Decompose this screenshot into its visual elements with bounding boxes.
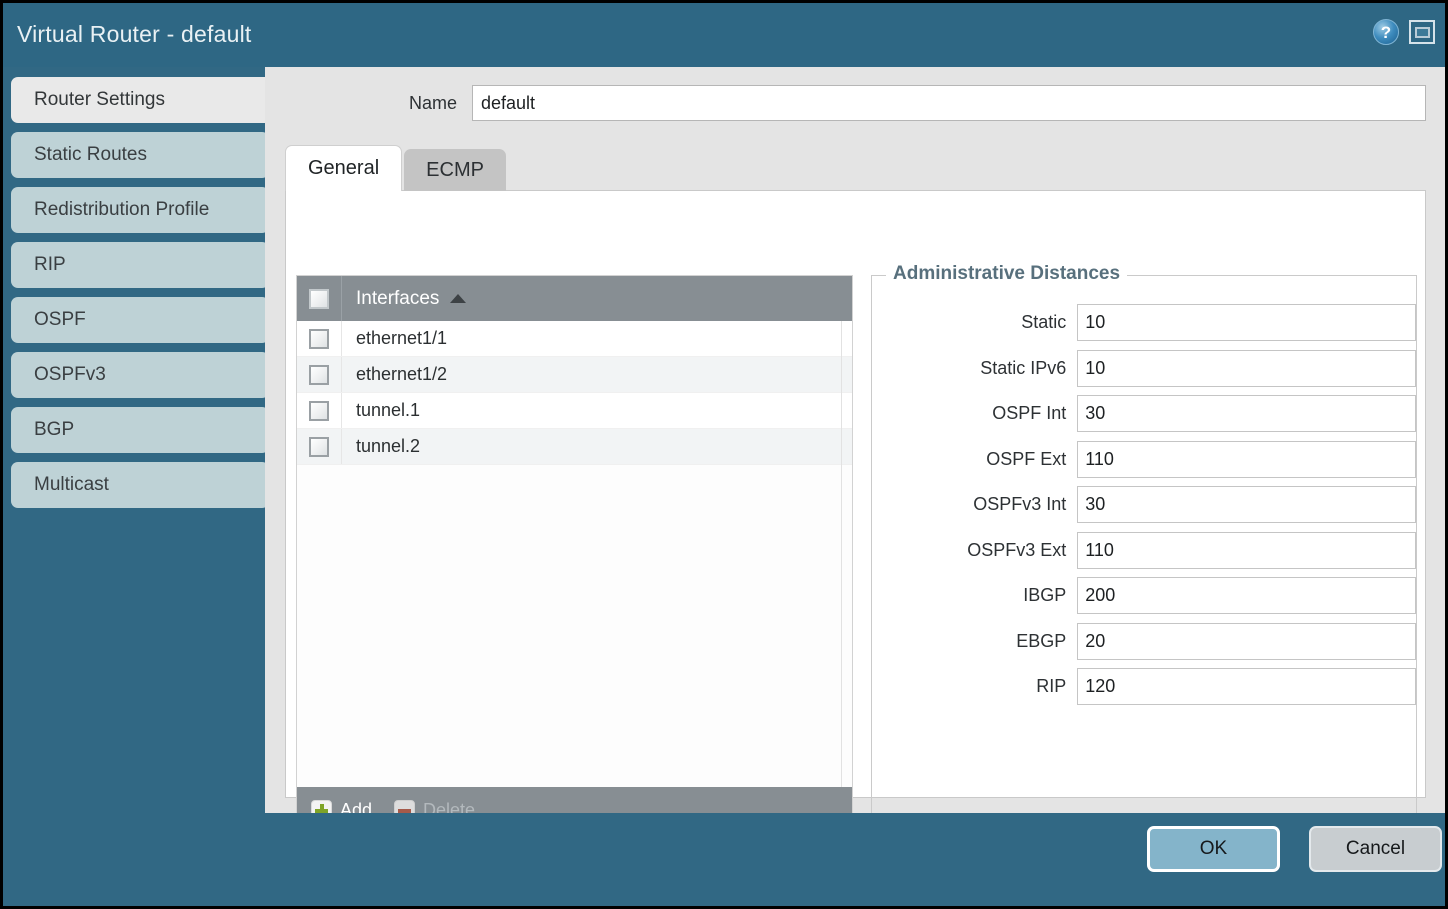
ad-label-ospf-ext: OSPF Ext bbox=[986, 448, 1067, 469]
interfaces-row-list: ethernet1/1 ethernet1/2 tunnel.1 tunnel.2 bbox=[297, 321, 852, 787]
rows-right-border bbox=[841, 321, 842, 787]
row-divider bbox=[341, 321, 342, 356]
row-select-cell bbox=[297, 400, 341, 421]
row-divider bbox=[341, 393, 342, 428]
row-select-cell bbox=[297, 328, 341, 349]
interfaces-table-header: Interfaces bbox=[297, 276, 852, 321]
row-select-cell bbox=[297, 436, 341, 457]
ad-label-static-ipv6: Static IPv6 bbox=[980, 357, 1067, 378]
sidebar-item-label: OSPF bbox=[34, 309, 86, 330]
ad-row-ospf-ext: OSPF Ext bbox=[872, 440, 1416, 478]
interface-name: ethernet1/1 bbox=[356, 328, 448, 348]
sidebar-item-redistribution-profile[interactable]: Redistribution Profile bbox=[11, 187, 269, 233]
sidebar-item-label: Multicast bbox=[34, 474, 109, 495]
titlebar-actions: ? bbox=[1373, 19, 1435, 45]
row-checkbox[interactable] bbox=[309, 436, 329, 457]
row-divider bbox=[341, 429, 342, 464]
tab-general[interactable]: General bbox=[285, 145, 403, 191]
cancel-button[interactable]: Cancel bbox=[1309, 826, 1442, 872]
ad-input-ospf-int[interactable] bbox=[1077, 395, 1416, 432]
settings-sidebar: Router Settings Static Routes Redistributi… bbox=[6, 67, 278, 827]
select-all-cell bbox=[297, 288, 341, 309]
ad-label-ospfv3-int: OSPFv3 Int bbox=[973, 494, 1067, 514]
sidebar-item-static-routes[interactable]: Static Routes bbox=[11, 132, 269, 178]
sidebar-item-multicast[interactable]: Multicast bbox=[11, 462, 269, 508]
select-all-checkbox[interactable] bbox=[309, 288, 329, 309]
sidebar-item-label: Redistribution Profile bbox=[34, 199, 210, 220]
interfaces-column-header[interactable]: Interfaces bbox=[342, 287, 467, 310]
dialog-titlebar: Virtual Router - default ? bbox=[3, 3, 1445, 67]
ad-input-ospf-ext[interactable] bbox=[1077, 440, 1416, 478]
ad-label-ebgp: EBGP bbox=[1016, 630, 1067, 651]
ad-row-static-ipv6: Static IPv6 bbox=[872, 349, 1416, 387]
ok-button[interactable]: OK bbox=[1147, 826, 1280, 872]
table-row[interactable]: ethernet1/1 bbox=[297, 321, 852, 357]
ad-row-ospfv3-ext: OSPFv3 Ext bbox=[872, 531, 1416, 569]
tab-bar: General ECMP bbox=[285, 145, 506, 191]
ad-row-ebgp: EBGP bbox=[872, 622, 1416, 660]
sidebar-item-label: OSPFv3 bbox=[34, 364, 106, 385]
ad-label-ospfv3-ext: OSPFv3 Ext bbox=[967, 539, 1067, 560]
restore-window-icon[interactable] bbox=[1409, 20, 1435, 44]
sidebar-item-label: RIP bbox=[34, 254, 66, 275]
interface-name: tunnel.2 bbox=[356, 436, 421, 456]
ad-input-ebgp[interactable] bbox=[1077, 622, 1416, 660]
sidebar-item-rip[interactable]: RIP bbox=[11, 242, 269, 288]
name-label: Name bbox=[409, 93, 458, 113]
ok-button-label: OK bbox=[1199, 838, 1228, 859]
interface-name: tunnel.1 bbox=[356, 400, 421, 420]
name-input[interactable] bbox=[472, 85, 1426, 121]
ad-label-ospf-int: OSPF Int bbox=[992, 403, 1067, 423]
ad-row-ospfv3-int: OSPFv3 Int bbox=[872, 486, 1416, 523]
interface-name: ethernet1/2 bbox=[356, 364, 448, 384]
ad-row-ibgp: IBGP bbox=[872, 577, 1416, 614]
help-circle-icon[interactable]: ? bbox=[1373, 19, 1399, 45]
ad-input-static[interactable] bbox=[1077, 304, 1416, 341]
administrative-distances-legend: Administrative Distances bbox=[886, 263, 1128, 285]
ad-input-static-ipv6[interactable] bbox=[1077, 349, 1416, 387]
ad-input-ospfv3-ext[interactable] bbox=[1077, 531, 1416, 569]
ad-input-ospfv3-int[interactable] bbox=[1077, 486, 1416, 523]
ad-label-ibgp: IBGP bbox=[1023, 585, 1067, 605]
row-select-cell bbox=[297, 364, 341, 385]
interfaces-table: Interfaces ethernet1/1 ethernet1/2 tunnel.… bbox=[296, 275, 853, 835]
tab-label: ECMP bbox=[426, 158, 484, 181]
row-checkbox[interactable] bbox=[309, 328, 329, 349]
tab-panel-general: Interfaces ethernet1/1 ethernet1/2 tunnel.… bbox=[285, 190, 1426, 835]
row-checkbox[interactable] bbox=[309, 364, 329, 385]
sidebar-item-ospfv3[interactable]: OSPFv3 bbox=[11, 352, 269, 398]
content-panel: Name General ECMP Interfaces bbox=[265, 67, 1445, 835]
table-row[interactable]: ethernet1/2 bbox=[297, 357, 852, 393]
row-checkbox[interactable] bbox=[309, 400, 329, 421]
sidebar-item-ospf[interactable]: OSPF bbox=[11, 297, 269, 343]
ad-input-ibgp[interactable] bbox=[1077, 577, 1416, 614]
name-row: Name bbox=[265, 85, 1445, 123]
tab-ecmp[interactable]: ECMP bbox=[404, 149, 506, 191]
ad-input-rip[interactable] bbox=[1077, 668, 1416, 705]
ad-row-rip: RIP bbox=[872, 668, 1416, 705]
sidebar-item-label: BGP bbox=[34, 419, 75, 440]
sidebar-item-router-settings[interactable]: Router Settings bbox=[11, 77, 276, 123]
interfaces-column-label: Interfaces bbox=[356, 287, 440, 309]
row-divider bbox=[341, 357, 342, 392]
ad-label-rip: RIP bbox=[1036, 676, 1067, 696]
sidebar-item-label: Static Routes bbox=[34, 144, 147, 165]
sidebar-item-bgp[interactable]: BGP bbox=[11, 407, 269, 453]
tab-label: General bbox=[308, 157, 380, 179]
cancel-button-label: Cancel bbox=[1345, 838, 1406, 859]
ad-row-static: Static bbox=[872, 304, 1416, 341]
header-divider bbox=[341, 276, 342, 321]
dialog-footer: OK Cancel bbox=[6, 813, 1445, 903]
table-row[interactable]: tunnel.1 bbox=[297, 393, 852, 429]
sidebar-item-label: Router Settings bbox=[34, 89, 165, 110]
ad-row-ospf-int: OSPF Int bbox=[872, 395, 1416, 432]
dialog-title: Virtual Router - default bbox=[17, 21, 252, 47]
table-row[interactable]: tunnel.2 bbox=[297, 429, 852, 465]
administrative-distances-fieldset: Administrative Distances Static Static IP… bbox=[871, 263, 1417, 835]
sort-ascending-icon bbox=[450, 294, 467, 303]
ad-label-static: Static bbox=[1021, 312, 1067, 332]
